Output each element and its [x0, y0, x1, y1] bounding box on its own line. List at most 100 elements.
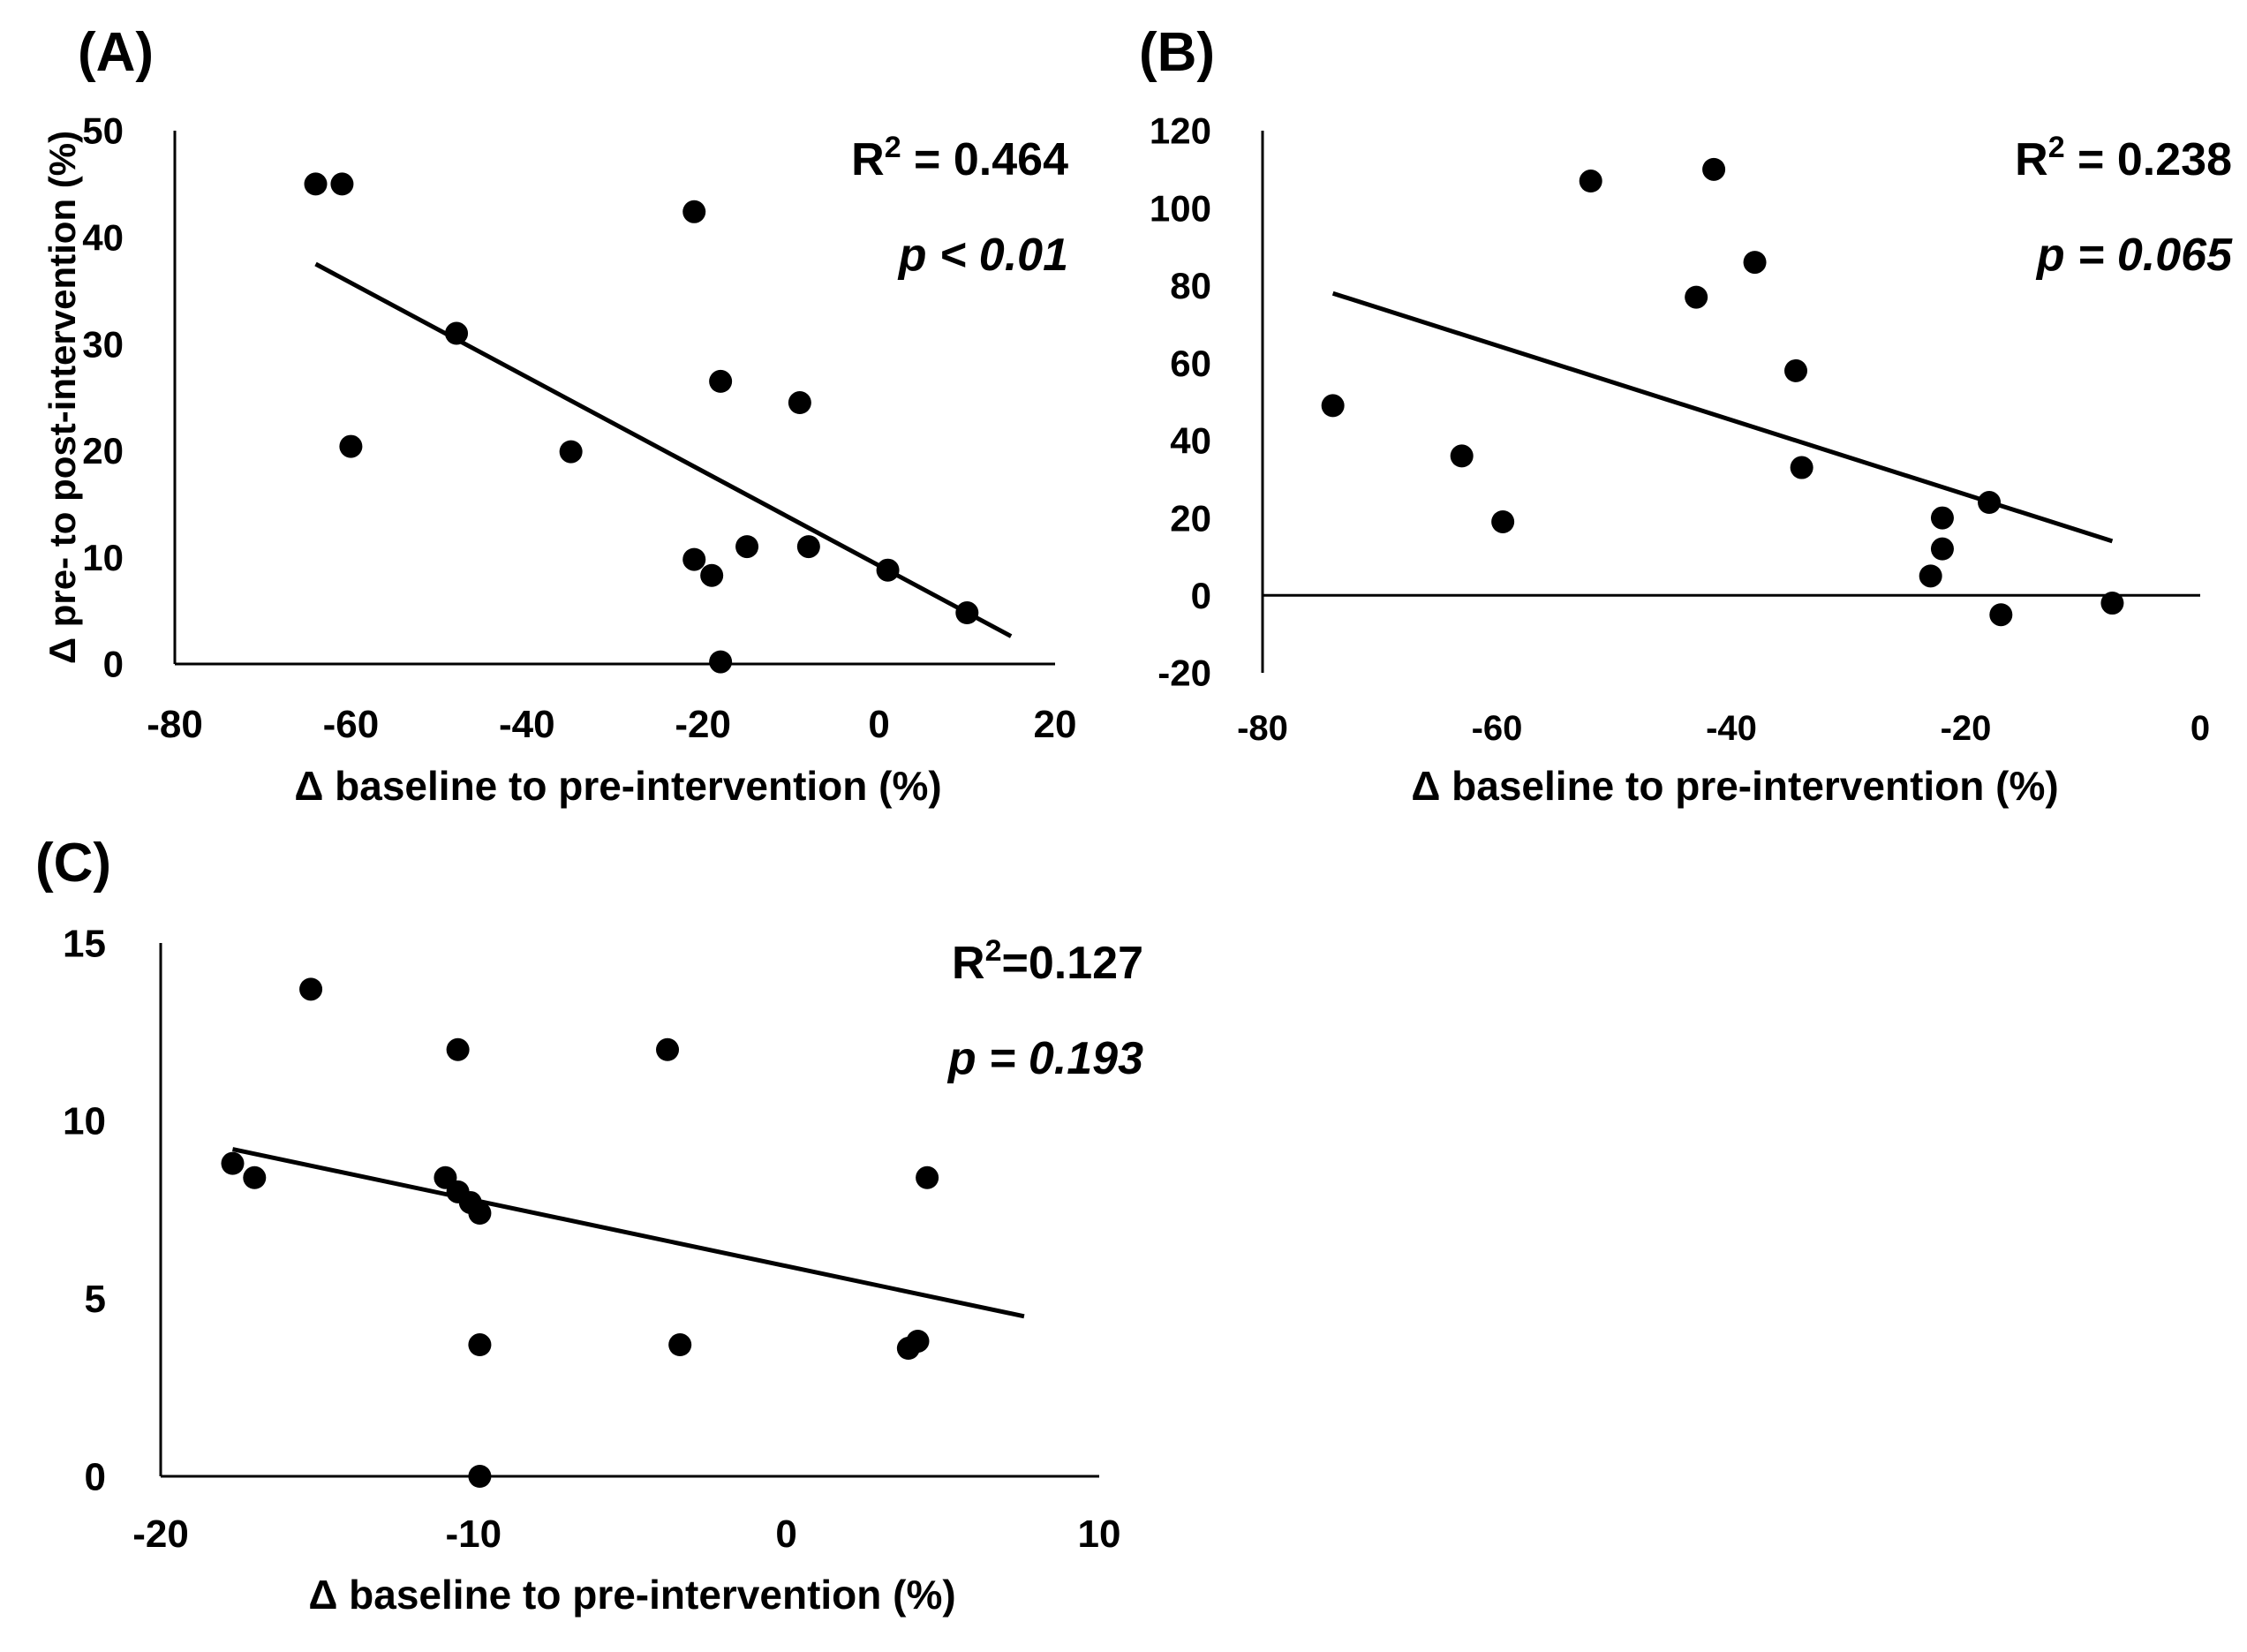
panel-b-y-tick-label: 20 [1170, 497, 1211, 539]
panel-b-x-tick-label: -60 [1472, 709, 1523, 748]
panel-c-data-point [468, 1202, 492, 1226]
panel-b-data-point [1930, 506, 1954, 530]
panel-a-p-label: p [897, 230, 927, 281]
panel-c-x-tick-label: -10 [446, 1512, 502, 1556]
panel-b-p-label: p [2035, 230, 2065, 281]
panel-a-p-value: < 0.01 [927, 230, 1068, 281]
panel-a-data-point [709, 650, 733, 674]
panel-b-data-point [1989, 603, 2013, 627]
panel-b-x-tick-label: 0 [2190, 709, 2210, 748]
panel-a-data-point [788, 391, 811, 415]
panel-c-data-point [446, 1037, 470, 1061]
panel-a-data-point [876, 558, 900, 582]
panel-c-data-point [221, 1151, 245, 1175]
panel-b-data-point [1321, 394, 1345, 418]
panel-b-x-tick-label: -80 [1237, 709, 1288, 748]
panel-a-data-point [955, 601, 979, 625]
panel-a-y-axis-title: Δ pre- to post-intervention (%) [41, 131, 83, 664]
panel-c-x-axis-title: Δ baseline to pre-intervention (%) [308, 1572, 955, 1618]
panel-b: (B) -20 0 20 40 60 80 100 120 -80 -60 -40 -20 0 R2 =… [1139, 22, 2233, 809]
panel-b-r2-superscript: 2 [2048, 131, 2065, 164]
panel-b-data-point [1702, 157, 1726, 181]
panel-a: (A) 0 10 20 30 40 50 -80 -60 -40 -20 0 20 R2 = 0.46… [41, 22, 1076, 809]
panel-b-y-tick-label: 100 [1150, 187, 1211, 229]
panel-a-data-point [700, 563, 724, 587]
panel-b-data-point [1491, 509, 1515, 533]
panel-a-x-tick-label: -60 [323, 703, 380, 746]
panel-a-y-tick-label: 0 [103, 644, 124, 685]
panel-b-r2-annotation: R2 = 0.238 [2015, 131, 2232, 185]
panel-b-data-point [1919, 564, 1942, 588]
panel-c-p-annotation: p = 0.193 [946, 1033, 1143, 1084]
panel-a-data-point [330, 172, 354, 196]
panel-c-y-tick-label: 5 [85, 1278, 106, 1321]
panel-c-y-tick-label: 15 [63, 922, 106, 965]
panel-b-p-annotation: p = 0.065 [2035, 230, 2233, 281]
panel-a-data-point [339, 434, 363, 458]
panel-b-data-point [1579, 170, 1602, 193]
panel-c-data-point [656, 1037, 680, 1061]
panel-c-y-tick-label: 10 [63, 1100, 106, 1143]
panel-a-data-point [682, 547, 706, 571]
panel-c-r2-annotation: R2=0.127 [952, 934, 1143, 989]
panel-c-data-point [668, 1333, 692, 1357]
panel-a-data-point [445, 321, 469, 345]
panel-b-y-tick-label: 120 [1150, 110, 1211, 152]
panel-c-x-tick-label: 0 [775, 1512, 796, 1556]
panel-a-data-point [735, 535, 759, 559]
panel-a-data-point [559, 440, 583, 464]
panel-b-x-tick-label: -40 [1706, 709, 1757, 748]
panel-a-x-tick-label: -20 [675, 703, 731, 746]
panel-c-data-point [468, 1333, 492, 1357]
panel-b-y-tick-label: 40 [1170, 420, 1211, 462]
panel-c-y-tick-label: 0 [85, 1455, 106, 1498]
panel-a-x-tick-label: -80 [147, 703, 203, 746]
panel-a-y-tick-label: 10 [82, 537, 124, 578]
panel-a-y-tick-label: 40 [82, 217, 124, 259]
panel-c-label: (C) [35, 833, 111, 894]
panel-a-label: (A) [78, 22, 154, 83]
panel-c-x-tick-label: -20 [132, 1512, 189, 1556]
panel-b-y-tick-label: 0 [1191, 575, 1211, 616]
panel-b-r2-label: R [2015, 134, 2048, 185]
panel-a-p-annotation: p < 0.01 [897, 230, 1068, 281]
panel-c-data-point [299, 977, 323, 1001]
panel-b-y-tick-label: 80 [1170, 265, 1211, 306]
panel-b-r2-value: = 0.238 [2065, 134, 2232, 185]
panel-b-data-point [1685, 285, 1708, 309]
panel-c-r2-superscript: 2 [985, 934, 1002, 968]
panel-b-data-point [1450, 444, 1474, 468]
panel-b-y-tick-label: -20 [1157, 653, 1211, 694]
panel-a-y-tick-label: 30 [82, 323, 124, 365]
panel-a-x-axis-title: Δ baseline to pre-intervention (%) [294, 763, 941, 809]
panel-b-data-point [1743, 251, 1767, 275]
panel-a-plot: 0 10 20 30 40 50 -80 -60 -40 -20 0 20 [82, 110, 1076, 746]
panel-b-label: (B) [1139, 22, 1215, 83]
panel-c-plot: 0 5 10 15 -20 -10 0 10 [63, 922, 1120, 1556]
panel-a-r2-label: R [851, 134, 885, 185]
panel-c-data-point [906, 1329, 930, 1353]
panel-b-x-tick-label: -20 [1941, 709, 1992, 748]
panel-c-p-label: p [946, 1033, 976, 1084]
panel-a-data-point [709, 369, 733, 393]
panel-a-x-tick-label: 0 [868, 703, 889, 746]
panel-b-data-point [1784, 358, 1808, 382]
panel-b-y-tick-label: 60 [1170, 343, 1211, 384]
panel-a-r2-superscript: 2 [885, 131, 901, 164]
panel-a-y-tick-label: 20 [82, 430, 124, 471]
panel-c-r2-label: R [952, 938, 985, 989]
panel-b-x-axis-title: Δ baseline to pre-intervention (%) [1411, 763, 2058, 809]
panel-a-r2-annotation: R2 = 0.464 [851, 131, 1068, 185]
panel-b-p-value: = 0.065 [2065, 230, 2233, 281]
panel-b-plot: -20 0 20 40 60 80 100 120 -80 -60 -40 -20 0 [1150, 110, 2210, 748]
panel-b-data-point [1978, 491, 2002, 515]
panel-c-trendline [231, 1147, 1025, 1319]
panel-c-x-tick-label: 10 [1078, 1512, 1121, 1556]
panel-a-r2-value: = 0.464 [901, 134, 1068, 185]
panel-c-data-point [243, 1165, 267, 1189]
panel-b-data-point [1930, 537, 1954, 561]
panel-c-data-point [468, 1465, 492, 1488]
panel-c-p-value: = 0.193 [976, 1033, 1143, 1084]
panel-a-x-tick-label: 20 [1034, 703, 1077, 746]
